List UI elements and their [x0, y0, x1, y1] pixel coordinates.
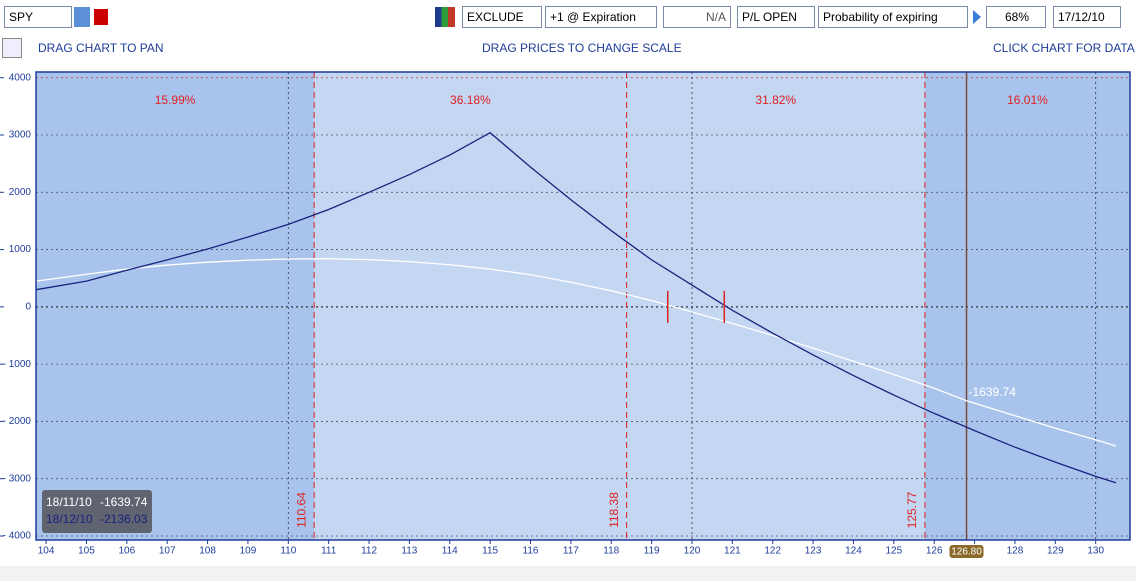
- cursor-label: 126.80: [951, 547, 982, 558]
- x-tick-label: 118: [603, 546, 619, 557]
- footer-strip: [0, 566, 1136, 581]
- cursor-value: -1639.74: [969, 385, 1017, 399]
- y-tick-label: - 2000: [3, 416, 32, 427]
- x-tick-label: 114: [442, 546, 458, 557]
- marker-label: 118.38: [607, 492, 621, 528]
- expiration-select[interactable]: +1 @ Expiration: [545, 6, 657, 28]
- chart-icon[interactable]: [2, 38, 22, 58]
- probability-label: 31.82%: [755, 93, 796, 107]
- y-tick-label: 3000: [9, 130, 32, 141]
- x-tick-label: 126: [926, 546, 943, 557]
- plot-frame: [35, 71, 1131, 541]
- hint-right: CLICK CHART FOR DATA: [993, 41, 1135, 55]
- x-tick-label: 117: [563, 546, 579, 557]
- series-line: [35, 131, 1117, 484]
- x-tick-label: 106: [118, 546, 135, 557]
- y-tick-label: 2000: [9, 187, 32, 198]
- marker-label: 110.64: [294, 492, 308, 528]
- info-date: 18/12/10: [46, 512, 93, 526]
- x-tick-label: 130: [1087, 546, 1104, 557]
- y-tick-label: 0: [25, 301, 31, 312]
- x-tick-label: 109: [240, 546, 257, 557]
- play-icon[interactable]: [973, 10, 981, 24]
- alert-icon[interactable]: [94, 9, 108, 25]
- y-tick-label: 4000: [9, 72, 32, 83]
- outer-band: [924, 72, 1130, 540]
- date-field[interactable]: 17/12/10: [1053, 6, 1121, 28]
- marker-label: 125.77: [905, 491, 919, 528]
- x-tick-label: 123: [805, 546, 822, 557]
- info-date: 18/11/10: [46, 495, 92, 509]
- y-tick-label: - 1000: [3, 359, 32, 370]
- x-tick-label: 115: [482, 546, 498, 557]
- hint-center: DRAG PRICES TO CHANGE SCALE: [482, 41, 682, 55]
- info-value: -1639.74: [100, 495, 148, 509]
- x-tick-label: 113: [401, 546, 417, 557]
- na-field: N/A: [663, 6, 731, 28]
- chart: 4000 3000 2000 1000 0 - 1000 - 2000 - 3000 - 400…: [0, 71, 1131, 558]
- x-tick-label: 125: [885, 546, 902, 557]
- x-tick-label: 110: [280, 546, 296, 557]
- x-tick-label: 107: [159, 546, 176, 557]
- x-tick-label: 129: [1047, 546, 1064, 557]
- dropdown-button[interactable]: [74, 7, 90, 27]
- x-tick-label: 121: [724, 546, 741, 557]
- pl-select[interactable]: P/L OPEN: [737, 6, 815, 28]
- x-tick-label: 105: [78, 546, 95, 557]
- x-tick-label: 116: [523, 546, 539, 557]
- probability-label: 16.01%: [1007, 93, 1048, 107]
- probability-select[interactable]: Probability of expiring: [818, 6, 968, 28]
- x-tick-label: 128: [1007, 546, 1024, 557]
- hint-left: DRAG CHART TO PAN: [38, 41, 164, 55]
- x-tick-label: 108: [199, 546, 216, 557]
- x-tick-label: 122: [764, 546, 781, 557]
- y-tick-label: - 4000: [3, 531, 32, 542]
- x-tick-label: 124: [845, 546, 862, 557]
- outer-band: [36, 72, 315, 540]
- x-tick-label: 120: [684, 546, 701, 557]
- mode-select[interactable]: EXCLUDE: [462, 6, 542, 28]
- y-tick-label: - 3000: [3, 473, 32, 484]
- info-value: -2136.03: [100, 512, 148, 526]
- cursor-badge: [949, 545, 984, 558]
- symbol-input[interactable]: SPY: [4, 6, 72, 28]
- x-tick-label: 112: [361, 546, 377, 557]
- info-box: [42, 490, 152, 533]
- y-tick-label: 1000: [9, 244, 32, 255]
- x-tick-label: 111: [321, 546, 337, 557]
- x-tick-label: 119: [644, 546, 660, 557]
- probability-label: 15.99%: [155, 93, 196, 107]
- probability-label: 36.18%: [450, 93, 491, 107]
- series-line: [35, 258, 1117, 447]
- grid-icon[interactable]: [435, 7, 455, 27]
- x-tick-label: 104: [38, 546, 55, 557]
- percent-field[interactable]: 68%: [986, 6, 1046, 28]
